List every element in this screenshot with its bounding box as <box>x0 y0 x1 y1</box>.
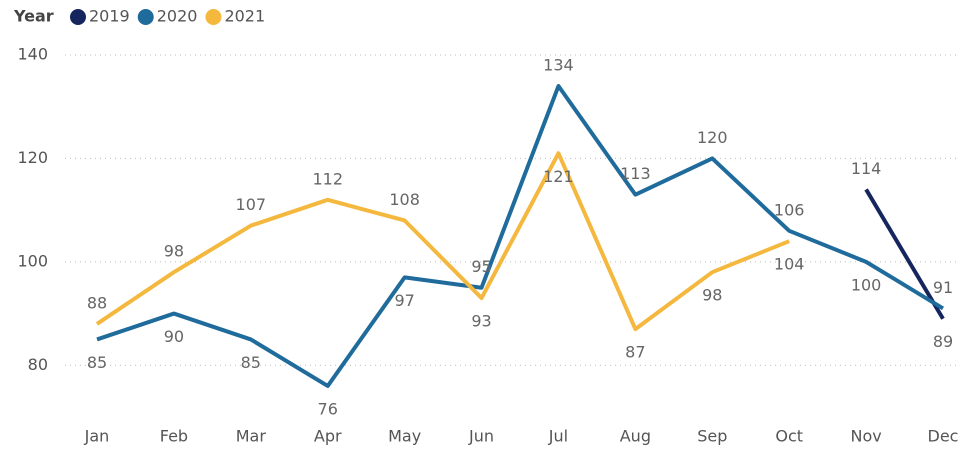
data-label: 89 <box>933 332 953 351</box>
data-label: 85 <box>241 353 261 372</box>
y-tick-label: 80 <box>28 355 48 374</box>
data-label: 85 <box>87 353 107 372</box>
data-label: 88 <box>87 293 107 312</box>
x-tick-label: May <box>388 427 421 446</box>
data-label: 93 <box>471 312 491 331</box>
series-line <box>96 84 945 388</box>
x-tick-label: Aug <box>620 427 651 446</box>
x-tick-label: Jul <box>548 427 568 446</box>
data-label: 120 <box>697 128 728 147</box>
data-label: 121 <box>543 167 574 186</box>
legend-title: Year <box>13 7 54 26</box>
x-tick-label: Apr <box>314 427 342 446</box>
data-label: 100 <box>851 275 882 294</box>
y-tick-label: 120 <box>17 148 48 167</box>
legend-marker <box>70 9 86 25</box>
data-label: 113 <box>620 164 651 183</box>
legend-marker <box>137 9 154 25</box>
legend-label: 2019 <box>89 7 130 26</box>
data-label: 90 <box>164 327 184 346</box>
data-label: 76 <box>318 399 338 418</box>
legend-label: 2020 <box>157 7 198 26</box>
data-label: 107 <box>236 195 267 214</box>
series-line <box>864 188 945 320</box>
y-tick-label: 140 <box>17 45 48 64</box>
x-tick-label: Dec <box>928 427 959 446</box>
x-tick-label: Feb <box>160 427 188 446</box>
data-label: 98 <box>164 242 184 261</box>
data-label: 108 <box>389 190 420 209</box>
legend-label: 2021 <box>224 7 265 26</box>
x-tick-label: Jun <box>468 427 494 446</box>
y-tick-label: 100 <box>17 251 48 270</box>
x-tick-label: Jan <box>84 427 110 446</box>
data-label: 91 <box>933 278 953 297</box>
x-tick-label: Sep <box>697 427 727 446</box>
data-label: 134 <box>543 56 574 75</box>
data-label: 114 <box>851 159 882 178</box>
x-tick-label: Nov <box>850 427 881 446</box>
series-line <box>95 151 790 332</box>
data-label: 98 <box>702 286 722 305</box>
data-label: 104 <box>774 255 805 274</box>
data-label: 95 <box>471 257 491 276</box>
x-tick-label: Mar <box>236 427 267 446</box>
data-label: 112 <box>312 169 343 188</box>
x-tick-label: Oct <box>775 427 803 446</box>
legend-marker <box>205 9 222 25</box>
data-label: 87 <box>625 343 645 362</box>
data-label: 97 <box>394 291 414 310</box>
data-label: 106 <box>774 200 805 219</box>
